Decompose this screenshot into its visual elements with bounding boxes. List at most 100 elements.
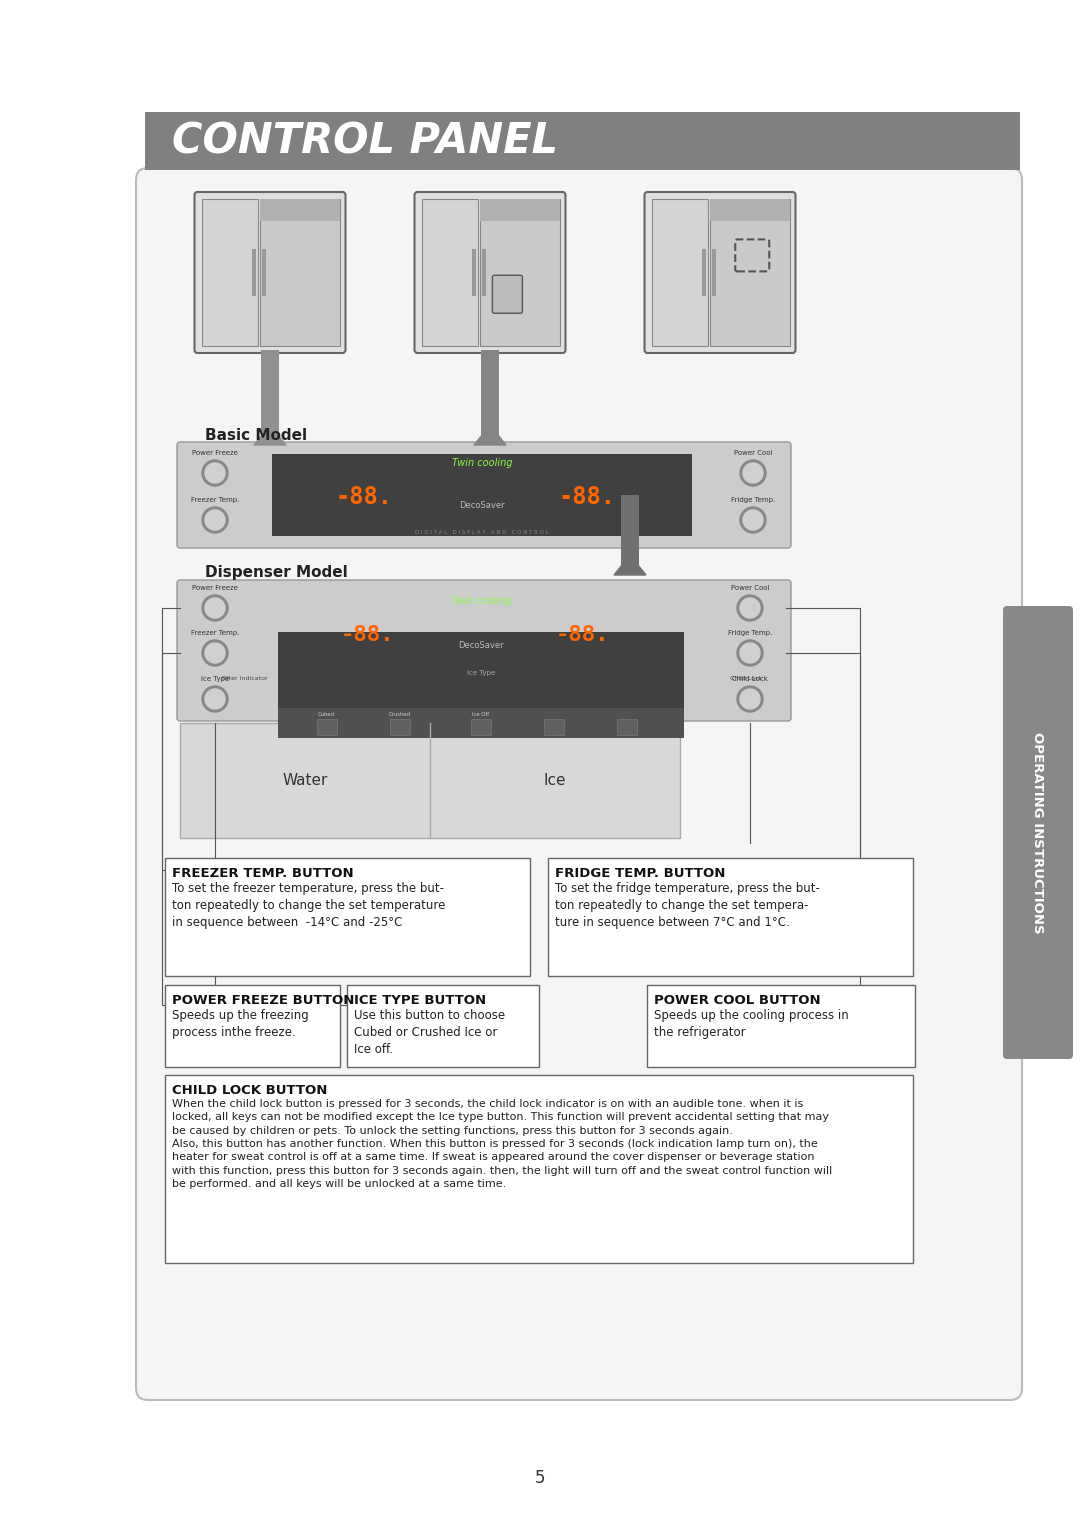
Bar xyxy=(481,199,561,345)
FancyBboxPatch shape xyxy=(194,193,346,353)
Circle shape xyxy=(657,231,733,306)
Bar xyxy=(390,720,409,735)
Text: Dispenser Model: Dispenser Model xyxy=(205,564,348,579)
Text: When the child lock button is pressed for 3 seconds, the child lock indicator is: When the child lock button is pressed fo… xyxy=(172,1099,833,1189)
FancyBboxPatch shape xyxy=(177,581,791,721)
Text: Ice Type: Ice Type xyxy=(201,675,229,681)
Circle shape xyxy=(205,597,225,617)
Bar xyxy=(544,720,564,735)
Circle shape xyxy=(737,640,762,666)
Circle shape xyxy=(743,510,762,530)
Text: FRIDGE TEMP. BUTTON: FRIDGE TEMP. BUTTON xyxy=(555,866,726,880)
Circle shape xyxy=(740,689,760,709)
Bar xyxy=(481,199,561,220)
Text: Speeds up the cooling process in
the refrigerator: Speeds up the cooling process in the ref… xyxy=(654,1008,849,1039)
Text: Crushed: Crushed xyxy=(389,712,410,718)
Circle shape xyxy=(737,686,762,712)
Bar xyxy=(165,1076,913,1264)
Text: -88.: -88. xyxy=(340,625,394,645)
Bar xyxy=(421,199,478,345)
Circle shape xyxy=(438,226,522,310)
Bar xyxy=(711,199,791,345)
Circle shape xyxy=(202,594,228,620)
Bar xyxy=(647,986,915,1067)
Circle shape xyxy=(740,507,766,533)
Circle shape xyxy=(205,643,225,663)
Circle shape xyxy=(205,510,225,530)
Text: POWER COOL BUTTON: POWER COOL BUTTON xyxy=(654,995,821,1007)
Text: To set the freezer temperature, press the but-
ton repeatedly to change the set : To set the freezer temperature, press th… xyxy=(172,882,445,929)
Bar xyxy=(713,249,716,296)
Text: FREEZER TEMP. BUTTON: FREEZER TEMP. BUTTON xyxy=(172,866,353,880)
Bar xyxy=(471,720,491,735)
Bar xyxy=(165,986,340,1067)
Bar xyxy=(278,633,684,709)
Text: Fridge Temp.: Fridge Temp. xyxy=(728,630,772,636)
Circle shape xyxy=(740,460,766,486)
Text: -88.: -88. xyxy=(558,484,616,509)
FancyBboxPatch shape xyxy=(645,193,796,353)
Circle shape xyxy=(743,463,762,483)
Text: Power Cool: Power Cool xyxy=(733,451,772,455)
Bar xyxy=(145,112,1020,170)
Text: To set the fridge temperature, press the but-
ton repeatedly to change the set t: To set the fridge temperature, press the… xyxy=(555,882,820,929)
Text: -88.: -88. xyxy=(556,625,609,645)
Bar xyxy=(482,350,499,445)
Bar xyxy=(316,720,337,735)
FancyBboxPatch shape xyxy=(136,168,1022,1400)
Bar xyxy=(651,199,708,345)
Bar xyxy=(261,350,279,445)
Text: Filter Indicator: Filter Indicator xyxy=(222,675,268,680)
Text: ICE TYPE BUTTON: ICE TYPE BUTTON xyxy=(354,995,486,1007)
Text: Ice Type: Ice Type xyxy=(467,669,495,675)
Text: CONTROL PANEL: CONTROL PANEL xyxy=(172,121,558,162)
Text: Water: Water xyxy=(282,773,327,788)
Text: Twin cooling: Twin cooling xyxy=(450,596,511,607)
Bar xyxy=(272,454,692,536)
Bar xyxy=(180,723,680,837)
Bar xyxy=(483,249,486,296)
Bar xyxy=(548,859,913,976)
Circle shape xyxy=(202,460,228,486)
Bar xyxy=(165,859,530,976)
Circle shape xyxy=(202,640,228,666)
Text: CHILD LOCK BUTTON: CHILD LOCK BUTTON xyxy=(172,1083,327,1097)
Text: Ice: Ice xyxy=(543,773,566,788)
Circle shape xyxy=(737,594,762,620)
Text: Use this button to choose
Cubed or Crushed Ice or
Ice off.: Use this button to choose Cubed or Crush… xyxy=(354,1008,505,1056)
Text: OPERATING INSTRUCTIONS: OPERATING INSTRUCTIONS xyxy=(1031,732,1044,934)
Text: POWER FREEZE BUTTON: POWER FREEZE BUTTON xyxy=(172,995,354,1007)
Text: Cubed: Cubed xyxy=(319,712,335,718)
Text: Child Lock: Child Lock xyxy=(732,675,768,681)
Text: DecoSaver: DecoSaver xyxy=(458,640,503,649)
Bar xyxy=(702,249,706,296)
Text: D I G I T A L   D I S P L A Y   A N D   C O N T R O L: D I G I T A L D I S P L A Y A N D C O N … xyxy=(415,530,549,535)
Text: Child Lock: Child Lock xyxy=(730,675,762,680)
Circle shape xyxy=(740,643,760,663)
Bar xyxy=(260,199,340,220)
FancyBboxPatch shape xyxy=(492,275,523,313)
Circle shape xyxy=(740,597,760,617)
Polygon shape xyxy=(254,425,286,445)
Circle shape xyxy=(217,232,293,309)
Polygon shape xyxy=(615,555,646,575)
Text: DecoSaver: DecoSaver xyxy=(459,501,504,509)
FancyBboxPatch shape xyxy=(177,442,791,549)
Text: Ice Off: Ice Off xyxy=(473,712,489,718)
Circle shape xyxy=(202,507,228,533)
Text: Power Freeze: Power Freeze xyxy=(192,451,238,455)
Text: Twin cooling: Twin cooling xyxy=(451,458,512,468)
Circle shape xyxy=(202,686,228,712)
Circle shape xyxy=(205,689,225,709)
Bar xyxy=(711,199,791,220)
Bar xyxy=(262,249,267,296)
Text: Power Cool: Power Cool xyxy=(731,585,769,591)
Circle shape xyxy=(692,231,768,306)
Text: 5: 5 xyxy=(535,1468,545,1487)
Bar xyxy=(472,249,476,296)
Bar xyxy=(621,495,638,575)
Bar xyxy=(253,249,256,296)
Bar xyxy=(278,707,684,738)
Bar xyxy=(347,986,539,1067)
Circle shape xyxy=(205,463,225,483)
